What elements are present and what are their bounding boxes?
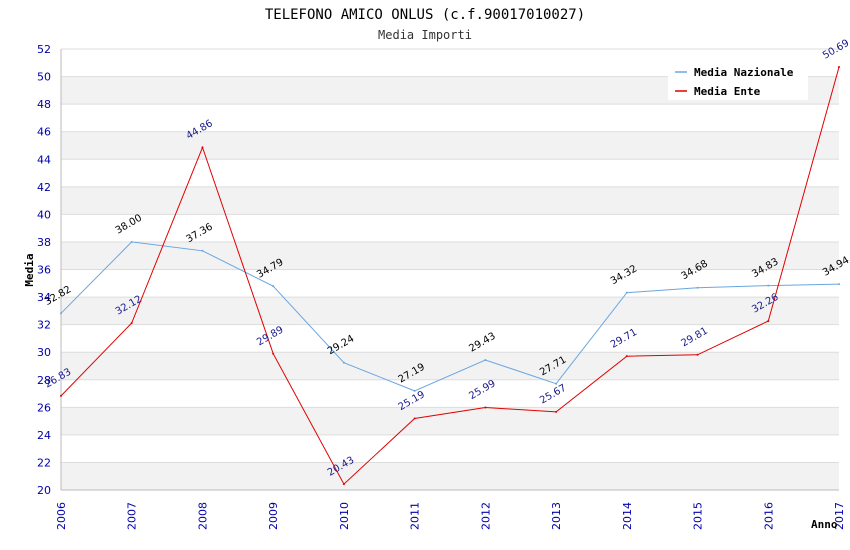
- grid-band: [61, 297, 839, 325]
- data-label: 50.69: [821, 38, 850, 62]
- data-point: [60, 394, 62, 397]
- x-tick-label: 2010: [338, 502, 351, 530]
- data-point: [555, 382, 558, 385]
- data-point: [413, 417, 416, 420]
- y-tick-label: 50: [37, 71, 51, 84]
- data-label: 38.00: [114, 213, 144, 237]
- series-line-media-ente: [60, 66, 840, 485]
- y-tick-label: 42: [37, 181, 51, 194]
- grid-band: [61, 241, 839, 270]
- y-axis-label: Media: [23, 253, 36, 286]
- x-tick-label: 2009: [267, 502, 280, 530]
- x-tick-label: 2017: [833, 502, 846, 530]
- x-tick-label: 2016: [762, 502, 775, 530]
- data-point: [342, 361, 345, 364]
- grid-band: [61, 131, 839, 160]
- grid-bands: [61, 76, 839, 490]
- x-tick-label: 2011: [409, 502, 422, 530]
- data-point: [484, 406, 487, 409]
- data-label: 29.43: [467, 331, 497, 355]
- data-point: [272, 352, 275, 355]
- legend-box: [668, 60, 808, 100]
- y-tick-label: 34: [37, 291, 51, 304]
- y-tick-label: 40: [37, 208, 51, 221]
- y-tick-label: 32: [37, 319, 51, 332]
- data-label: 25.99: [467, 378, 497, 402]
- series-lines: [60, 66, 840, 486]
- x-tick-label: 2007: [126, 502, 139, 530]
- data-point: [625, 291, 628, 294]
- data-point: [272, 285, 275, 288]
- y-tick-label: 52: [37, 43, 51, 56]
- data-point: [696, 286, 699, 289]
- data-point: [838, 66, 840, 69]
- x-tick-labels: 2006 2007 2008 2009 2010 2011 2012 2013 2014 2015…: [55, 502, 846, 530]
- data-label: 25.67: [538, 383, 568, 407]
- data-point: [767, 320, 770, 323]
- data-point: [484, 359, 487, 362]
- y-tick-label: 26: [37, 401, 51, 414]
- x-tick-label: 2008: [196, 502, 209, 530]
- grid-lines: [61, 48, 839, 491]
- data-point: [60, 312, 62, 315]
- data-point: [413, 389, 416, 392]
- x-tick-label: 2006: [55, 502, 68, 530]
- axes: [60, 49, 839, 491]
- data-point: [342, 483, 345, 486]
- legend-label: Media Ente: [694, 85, 761, 98]
- y-tick-label: 24: [37, 429, 51, 442]
- y-tick-label: 38: [37, 236, 51, 249]
- data-point: [838, 283, 840, 286]
- y-tick-label: 30: [37, 346, 51, 359]
- x-tick-label: 2014: [621, 502, 634, 530]
- y-tick-label: 44: [37, 153, 51, 166]
- data-point: [696, 353, 699, 356]
- series-line-media-nazionale: [60, 241, 840, 392]
- x-tick-label: 2013: [550, 502, 563, 530]
- data-point: [130, 240, 133, 243]
- data-point: [201, 146, 204, 149]
- data-point: [130, 321, 133, 324]
- x-axis-label: Anno: [811, 518, 838, 531]
- x-tick-label: 2012: [479, 502, 492, 530]
- data-point: [767, 284, 770, 287]
- x-tick-label: 2015: [692, 502, 705, 530]
- legend: Media Nazionale Media Ente: [668, 60, 808, 100]
- data-point: [555, 410, 558, 413]
- y-tick-label: 36: [37, 264, 51, 277]
- data-point: [201, 249, 204, 252]
- data-label: 29.81: [680, 326, 710, 350]
- y-tick-label: 48: [37, 98, 51, 111]
- data-label: 26.83: [43, 367, 73, 391]
- legend-label: Media Nazionale: [694, 66, 794, 79]
- chart-subtitle: Media Importi: [378, 28, 472, 42]
- y-tick-label: 46: [37, 126, 51, 139]
- chart-title: TELEFONO AMICO ONLUS (c.f.90017010027): [265, 7, 585, 23]
- y-tick-labels: 20 22 24 26 28 30 32 34 36 38 40 42 44 46 48 50 52: [37, 43, 51, 497]
- y-tick-label: 20: [37, 484, 51, 497]
- y-tick-label: 22: [37, 456, 51, 469]
- grid-band: [61, 462, 839, 490]
- data-label: 29.71: [609, 327, 639, 351]
- data-point: [625, 355, 628, 358]
- y-tick-label: 28: [37, 374, 51, 387]
- grid-band: [61, 407, 839, 435]
- grid-band: [61, 186, 839, 215]
